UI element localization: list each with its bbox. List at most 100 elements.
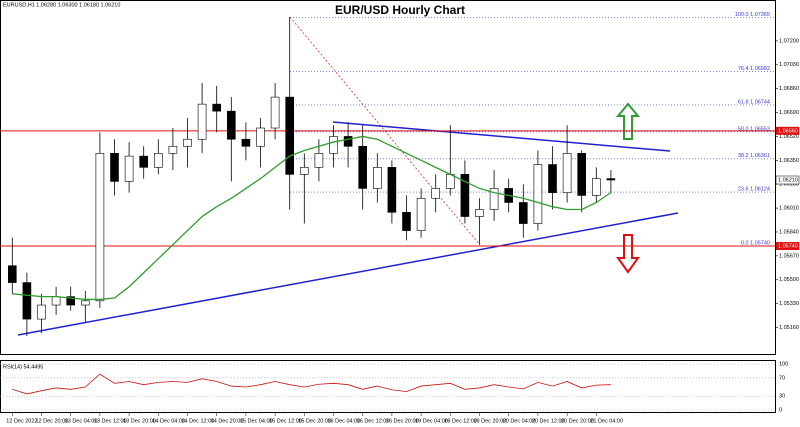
candle-body (416, 197, 426, 231)
candle-body (110, 153, 119, 182)
candle-body (154, 153, 163, 168)
level-tag-label: 1.06560 (778, 128, 798, 134)
candle-body (37, 304, 46, 320)
candle-body (314, 153, 324, 168)
fib-label: 61.8 1.06744 (738, 99, 770, 105)
x-tick-label: 19 Dec 20:00 (474, 418, 507, 424)
level-tag (776, 242, 799, 251)
candle-body (402, 212, 411, 231)
candle-body (81, 300, 90, 306)
level-tag (776, 126, 799, 135)
candle-body (212, 103, 221, 112)
y-tick-label: 1.05330 (779, 301, 799, 307)
candle-body (95, 153, 105, 302)
candle-body (299, 167, 309, 175)
candle-body (183, 138, 192, 147)
last-price-label: 1.06210 (778, 177, 798, 183)
candle-body (358, 145, 368, 189)
fib-label: 23.6 1.06124 (738, 187, 770, 193)
y-tick-label: 1.06520 (779, 134, 799, 140)
x-tick-label: 19 Dec 04:00 (415, 418, 448, 424)
chart-header: EURUSD,H1 1.06280 1.06300 1.06180 1.0621… (3, 2, 120, 8)
fib-label: 38.2 1.06361 (738, 153, 770, 159)
candle-body (285, 96, 295, 175)
x-tick-label: 13 Dec 12:00 (94, 418, 127, 424)
fib-label: 0.0 1.05740 (741, 240, 770, 246)
y-tick-label: 1.06180 (779, 182, 799, 188)
y-tick-label: 1.06860 (779, 86, 799, 92)
x-tick-label: 16 Dec 04:00 (328, 418, 361, 424)
candle-body (197, 103, 207, 140)
lower-trend-line (17, 212, 679, 336)
plot-layer: 1.05160 1.05330 1.05500 1.05670 1.05840 1.060… (0, 12, 800, 424)
fib-label: 76.4 1.06982 (738, 66, 770, 72)
rsi-tick-label: 70 (779, 375, 785, 381)
candle-body (256, 127, 265, 147)
candle-body (606, 178, 616, 181)
x-tick-label: 13 Dec 04:00 (65, 418, 98, 424)
candle-body (329, 136, 338, 154)
candle-body (8, 265, 17, 283)
candle-body (562, 153, 572, 193)
x-tick-label: 14 Dec 04:00 (152, 418, 185, 424)
candle-body (518, 202, 528, 224)
rsi-tick-label: 100 (779, 361, 788, 367)
y-tick-label: 1.06350 (779, 158, 799, 164)
candle-body (372, 167, 382, 189)
candle-body (343, 136, 353, 147)
candle-body (445, 174, 455, 189)
candle-body (168, 145, 178, 154)
level-tag-label: 1.05740 (778, 243, 798, 249)
fib-label: 100.0 1.07365 (735, 12, 770, 18)
x-tick-label: 20 Dec 20:00 (561, 418, 594, 424)
candle-body (227, 110, 236, 140)
y-tick-label: 1.05500 (779, 277, 799, 283)
rsi-line (12, 373, 611, 395)
x-tick-label: 20 Dec 12:00 (532, 418, 565, 424)
candle-body (66, 296, 75, 306)
x-tick-label: 19 Dec 12:00 (444, 418, 477, 424)
chart-title: EUR/USD Hourly Chart (335, 3, 465, 17)
x-tick-label: 21 Dec 04:00 (590, 418, 623, 424)
x-tick-label: 14 Dec 20:00 (211, 418, 244, 424)
rsi-tick-label: 30 (779, 394, 785, 400)
candle-body (270, 96, 280, 129)
rsi-panel-frame (0, 360, 776, 413)
candle-body (124, 155, 134, 182)
x-tick-label: 12 Dec 20:00 (36, 418, 69, 424)
candle-body (139, 155, 148, 168)
candle-body (533, 164, 543, 224)
fib-label: 50.0 1.06553 (738, 126, 770, 132)
x-tick-label: 12 Dec 2022 (6, 418, 37, 424)
y-tick-label: 1.05160 (779, 325, 799, 331)
rsi-title: RSI(14) 54.4495 (3, 364, 43, 370)
y-tick-label: 1.05840 (779, 229, 799, 235)
x-tick-label: 14 Dec 12:00 (182, 418, 215, 424)
y-tick-label: 1.06690 (779, 110, 799, 116)
candle-body (460, 174, 470, 217)
y-tick-label: 1.06010 (779, 206, 799, 212)
x-tick-label: 15 Dec 20:00 (298, 418, 331, 424)
candle-body (22, 282, 32, 320)
candle-body (241, 138, 251, 147)
x-tick-label: 20 Dec 04:00 (503, 418, 536, 424)
main-panel-frame (0, 0, 776, 355)
candle-body (431, 188, 441, 199)
candle-body (591, 178, 601, 196)
candle-body (489, 188, 499, 210)
y-tick-label: 1.07030 (779, 62, 799, 68)
candle-body (577, 153, 587, 196)
candle-body (51, 296, 61, 306)
upper-trend-line (332, 121, 671, 152)
moving-average (12, 135, 612, 301)
candle-body (475, 209, 484, 217)
y-tick-label: 1.05670 (779, 253, 799, 259)
rsi-tick-label: 0 (779, 407, 782, 413)
candle-body (387, 167, 397, 213)
last-price-tag (775, 175, 800, 185)
up-arrow (615, 102, 641, 140)
candle-body (548, 164, 557, 193)
